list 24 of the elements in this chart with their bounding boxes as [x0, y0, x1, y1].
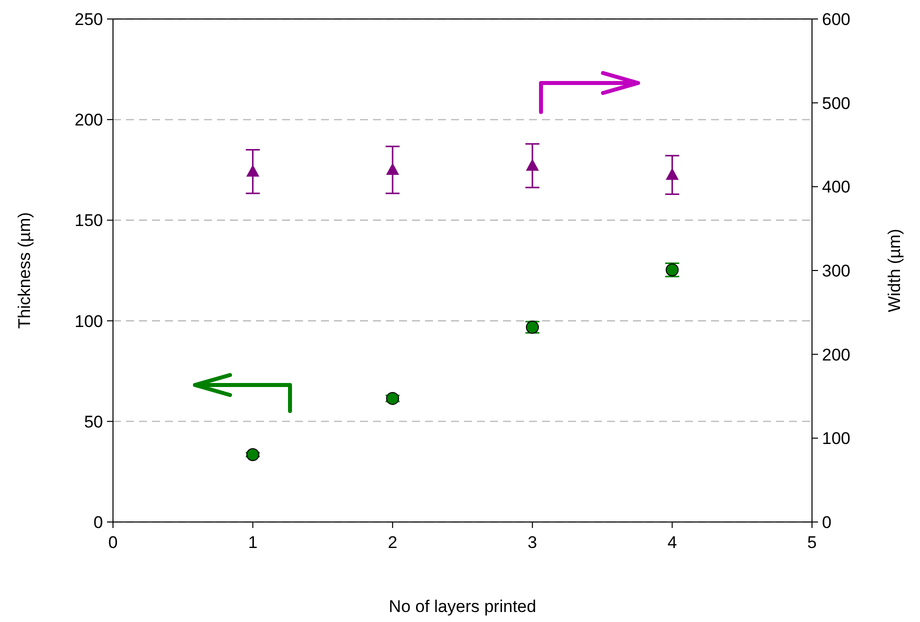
- x-tick-label: 0: [108, 533, 118, 552]
- y-tick-label: 200: [74, 110, 103, 130]
- y-axis-title: Thickness (µm): [15, 212, 34, 329]
- y-tick-label: 100: [74, 312, 103, 331]
- y-tick-label: 0: [94, 513, 103, 532]
- y2-axis-title: Width (µm): [885, 228, 904, 312]
- point: [386, 392, 400, 405]
- x-axis-title: No of layers printed: [388, 597, 536, 616]
- x-tick-label: 3: [528, 533, 538, 552]
- y2-tick-label: 200: [822, 345, 850, 364]
- y-tick-label: 50: [84, 412, 103, 432]
- y2-tick-label: 500: [822, 94, 850, 113]
- y2-tick-label: 400: [822, 178, 850, 197]
- y-tick-label: 250: [74, 10, 103, 29]
- x-tick-label: 1: [248, 533, 258, 552]
- x-tick-label: 2: [388, 533, 398, 552]
- x-tick-label: 5: [807, 533, 817, 552]
- point: [246, 448, 260, 462]
- y-tick-label: 150: [74, 211, 103, 230]
- y2-tick-label: 600: [822, 10, 850, 29]
- y2-tick-label: 300: [822, 262, 850, 280]
- x-tick-label: 4: [667, 533, 677, 552]
- y2-tick-label: 0: [822, 513, 832, 532]
- y2-tick-label: 100: [822, 429, 850, 448]
